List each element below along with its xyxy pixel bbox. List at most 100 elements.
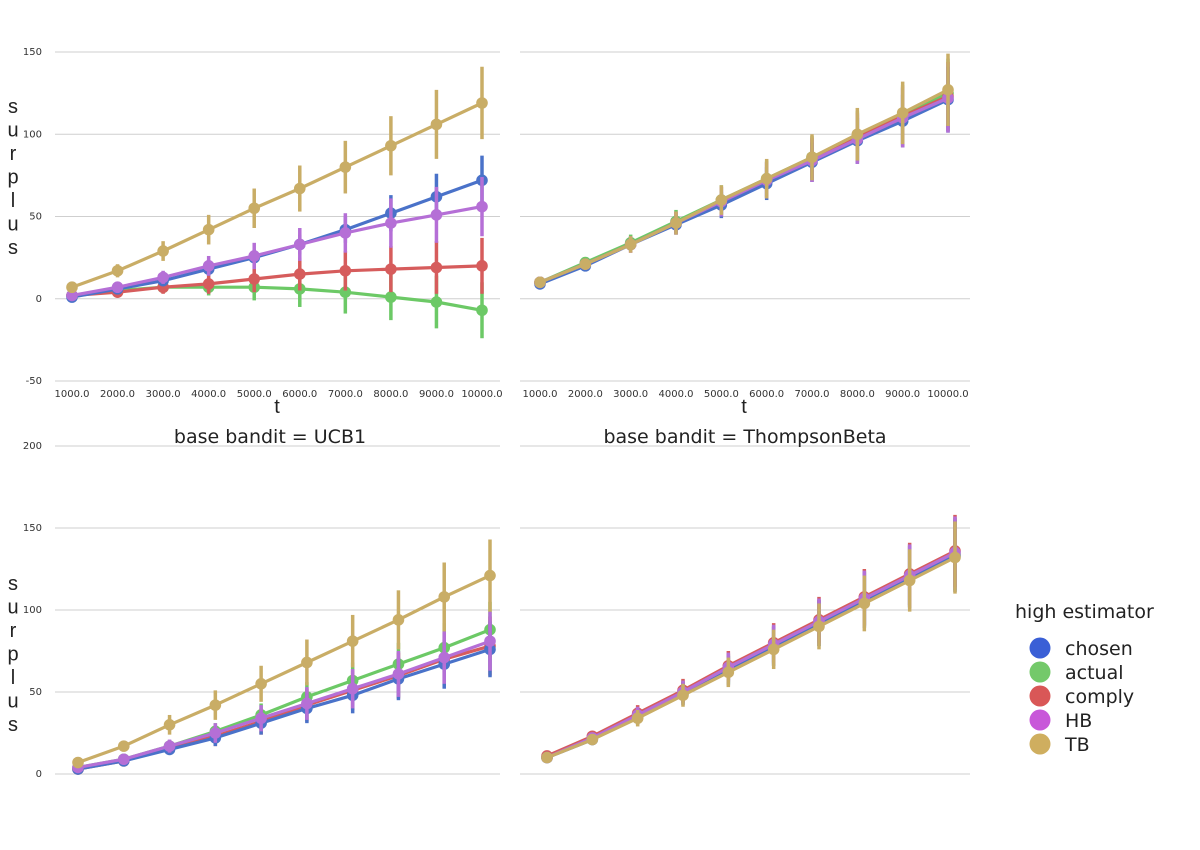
x-tick-label: 6000.0 [749, 389, 784, 400]
data-point [813, 620, 825, 633]
legend-label-actual: actual [1065, 662, 1124, 684]
data-point [117, 753, 130, 766]
series-HB [72, 611, 496, 774]
legend-label-HB: HB [1065, 710, 1092, 732]
y-tick-label: 150 [23, 47, 42, 58]
x-tick-label: 9000.0 [885, 389, 920, 400]
x-tick-label: 6000.0 [282, 389, 317, 400]
panel-title: base bandit = UCB1 [174, 426, 366, 448]
y-tick-label: 100 [23, 605, 42, 616]
data-point [670, 217, 682, 229]
y-tick-label: 0 [36, 769, 42, 780]
series-line [546, 549, 956, 758]
data-point [484, 635, 496, 647]
x-tick-label: 7000.0 [328, 389, 363, 400]
series-chosen [66, 155, 488, 303]
legend-label-comply: comply [1065, 686, 1134, 708]
data-point [163, 740, 176, 752]
data-point [339, 286, 352, 298]
x-tick-label: 7000.0 [795, 389, 830, 400]
data-point [248, 250, 261, 262]
data-point [202, 278, 215, 290]
data-point [438, 651, 451, 664]
data-point [476, 304, 488, 317]
legend-swatch-chosen [1029, 637, 1051, 659]
y-axis-label: surplus [7, 96, 18, 259]
data-point [476, 200, 488, 213]
data-point [293, 182, 306, 195]
data-point [631, 712, 644, 725]
data-point [293, 238, 306, 251]
chart-panel-4: base bandit = ThompsonBeta [520, 426, 970, 775]
data-point [392, 614, 405, 626]
series-chosen [72, 621, 496, 775]
legend-swatch-TB [1029, 733, 1051, 755]
data-point [248, 273, 261, 285]
series-line [77, 574, 491, 765]
series-line [71, 264, 483, 298]
data-point [301, 697, 313, 710]
data-point [209, 699, 222, 711]
x-tick-label: 3000.0 [146, 389, 181, 400]
data-point [339, 264, 352, 277]
data-point [111, 264, 124, 277]
legend-swatch-comply [1029, 685, 1051, 707]
series-line [546, 556, 956, 760]
data-point [624, 238, 637, 251]
series-line [77, 628, 491, 769]
y-tick-label: 200 [23, 441, 42, 452]
data-point [715, 194, 728, 206]
series-comply [541, 514, 961, 762]
x-axis-label: t [274, 396, 280, 418]
series-line [77, 647, 491, 771]
data-point [579, 258, 592, 271]
x-tick-label: 4000.0 [191, 389, 226, 400]
series-comply [534, 61, 954, 289]
data-point [346, 682, 359, 695]
data-point [72, 756, 84, 769]
y-tick-label: -50 [26, 376, 42, 387]
series-line [546, 551, 956, 760]
y-tick-label: 100 [23, 129, 42, 140]
data-point [163, 719, 176, 731]
data-point [111, 281, 124, 294]
data-point [677, 689, 689, 702]
series-TB [541, 521, 961, 764]
legend-label-chosen: chosen [1065, 638, 1133, 660]
x-tick-label: 3000.0 [613, 389, 648, 400]
chart-panel-2: 1000.0 2000.0 3000.0 4000.0 5000.0 6000.0 7000… [520, 51, 970, 418]
chart-panel-3: 200 150 100 50 0 surplus base bandit = UCB1 [7, 426, 500, 780]
y-tick-label: 50 [29, 212, 42, 223]
series-comply [66, 237, 488, 302]
data-point [202, 223, 215, 236]
data-point [248, 202, 261, 215]
data-point [157, 245, 169, 257]
x-tick-label: 10000.0 [927, 389, 968, 400]
data-point [117, 740, 130, 752]
data-point [484, 569, 496, 582]
data-point [806, 151, 818, 164]
y-axis-label: surplus [7, 573, 18, 736]
data-point [255, 678, 267, 690]
data-point [430, 296, 443, 308]
series-HB [66, 177, 488, 302]
series-line [539, 88, 949, 284]
legend-swatch-HB [1029, 709, 1051, 731]
data-point [949, 551, 961, 564]
series-actual [72, 601, 496, 774]
data-point [209, 727, 222, 739]
series-line [71, 205, 483, 298]
y-tick-label: 150 [23, 523, 42, 534]
x-tick-label: 4000.0 [659, 389, 694, 400]
data-point [339, 161, 352, 173]
data-point [896, 107, 909, 119]
data-point [851, 128, 864, 141]
data-point [430, 118, 443, 131]
series-TB [66, 66, 488, 294]
series-comply [72, 616, 496, 775]
data-point [66, 289, 78, 302]
x-tick-label: 1000.0 [55, 389, 90, 400]
x-tick-label: 9000.0 [419, 389, 454, 400]
x-tick-label: 2000.0 [100, 389, 135, 400]
